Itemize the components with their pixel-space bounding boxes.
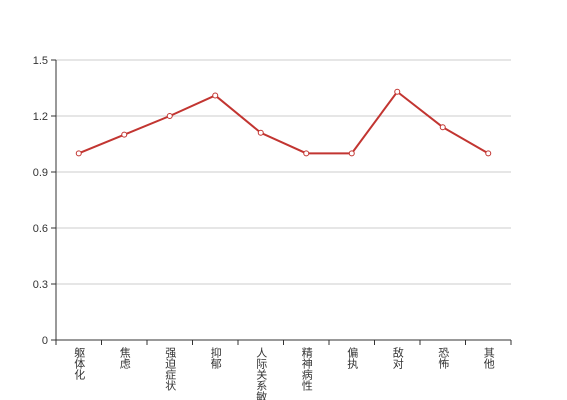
x-tick-label: 敌对 [391, 346, 404, 369]
x-tick-label: 抑郁 [209, 346, 222, 369]
point [121, 131, 128, 138]
point [166, 113, 173, 119]
x-tick-label: 偏执 [346, 346, 359, 370]
y-tick-label: 0.9 [33, 167, 48, 179]
point [75, 150, 82, 157]
x-tick-label: 强迫症状 [164, 347, 177, 391]
y-tick-label: 0 [42, 335, 48, 347]
x-tick-label: 恐怖 [437, 347, 450, 369]
point [348, 150, 355, 157]
point [303, 150, 310, 157]
point [257, 129, 264, 136]
y-tick-label: 0.6 [33, 223, 48, 235]
y-tick-label: 1.2 [33, 111, 48, 123]
x-tick-label: 躯体化 [73, 347, 86, 381]
x-tick-label: 焦虑 [118, 347, 131, 369]
x-tick-label: 其他 [482, 347, 495, 369]
x-tick-label: 人际关系敏感 [255, 347, 268, 400]
point [439, 124, 446, 131]
point [394, 88, 401, 95]
y-tick-label: 1.5 [33, 55, 48, 67]
point [212, 92, 219, 99]
line [78, 90, 489, 155]
point [485, 150, 492, 157]
y-tick-label: 0.3 [33, 279, 48, 291]
x-tick-label: 精神病性 [300, 347, 313, 392]
